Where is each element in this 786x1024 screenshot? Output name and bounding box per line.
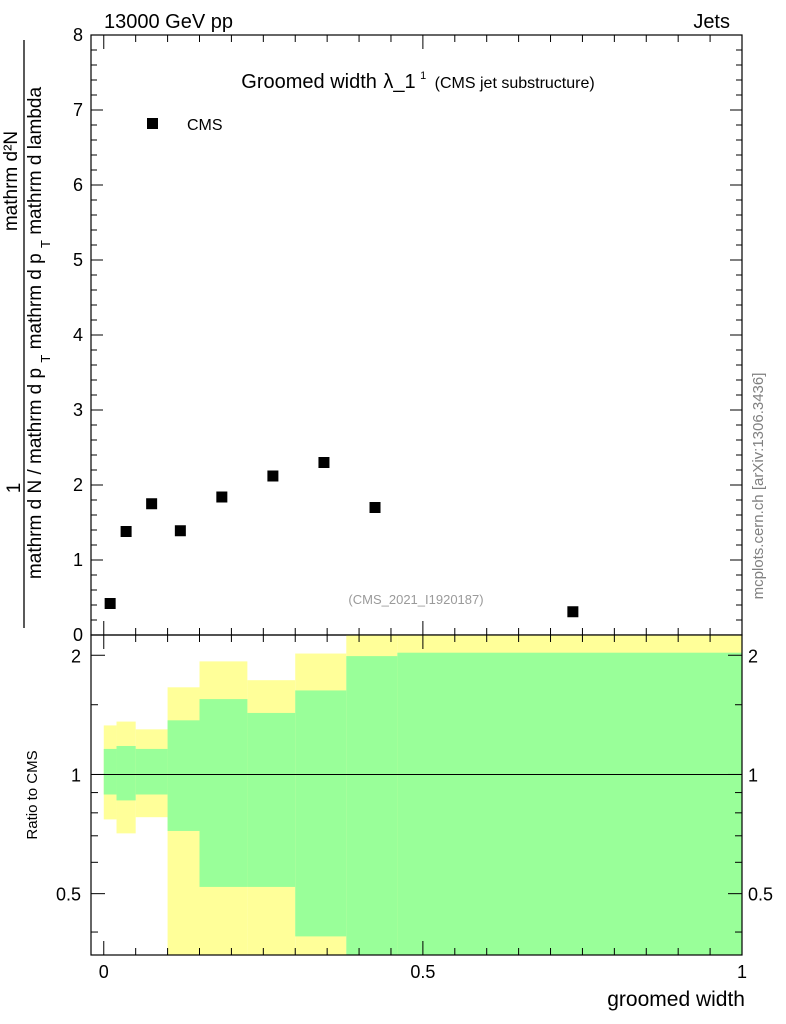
- data-point: [318, 457, 330, 468]
- ratio-bands: [103, 635, 742, 955]
- main-y-tick-label: 8: [73, 25, 83, 45]
- y-label-denominator: mathrm d N / mathrm d p T mathrm d p T m…: [25, 87, 55, 580]
- x-axis-label: groomed width: [607, 988, 745, 1011]
- side-label: mcplots.cern.ch [arXiv:1306.3436]: [750, 373, 767, 600]
- ratio-band-inner-bin: [103, 748, 117, 795]
- main-y-tick-label: 1: [73, 550, 83, 570]
- data-point: [146, 498, 158, 510]
- data-point: [567, 606, 579, 618]
- ratio-y-tick-label-right: 0.5: [748, 885, 773, 905]
- ratio-band-inner-bin: [247, 712, 296, 887]
- main-y-tick-label: 5: [73, 250, 83, 270]
- x-tick-label: 0.5: [410, 962, 435, 982]
- ratio-band-inner-bin: [346, 656, 398, 955]
- plot-title-symbol: λ_1: [383, 71, 415, 93]
- main-y-tick-label: 6: [73, 175, 83, 195]
- main-y-tick-label: 4: [73, 325, 83, 345]
- ratio-y-tick-label: 2: [71, 646, 81, 666]
- ratio-band-inner-bin: [167, 720, 200, 831]
- main-y-tick-label: 7: [73, 100, 83, 120]
- ratio-y-tick-label-right: 1: [748, 765, 758, 785]
- data-point: [174, 525, 186, 537]
- plot-title: Groomed width λ_1 1 (CMS jet substructur…: [241, 66, 594, 93]
- main-y-tick-label: 3: [73, 400, 83, 420]
- y-label-prefix: 1: [4, 483, 25, 494]
- main-y-axis-label: 1 mathrm d²N mathrm d N / mathrm d p T m…: [1, 40, 55, 628]
- energy-label: 13000 GeV pp: [104, 11, 233, 33]
- ratio-plot: 0 0.5 1 0.5 0.5 1 1 2 2 Ratio to CMS: [24, 634, 773, 982]
- ratio-y-tick-label: 0.5: [56, 885, 81, 905]
- legend-marker: [147, 118, 158, 129]
- x-tick-label: 1: [737, 962, 747, 982]
- ratio-y-tick-label: 1: [71, 765, 81, 785]
- y-label-den-part1: mathrm d N / mathrm d p: [25, 368, 46, 579]
- ratio-plot-frame: [90, 634, 743, 956]
- y-label-den-part3: mathrm d lambda: [25, 87, 46, 235]
- ratio-y-tick-label-right: 2: [748, 646, 758, 666]
- main-plot: 0 1 2 3 4 5 6 7 8 Groomed width λ_1 1 (CMS jet s…: [73, 25, 743, 645]
- ratio-band-inner-bin: [199, 699, 248, 887]
- ratio-band-inner-bin: [116, 745, 136, 801]
- ratio-band-inner-bin: [397, 652, 742, 955]
- main-y-tick-label: 0: [73, 625, 83, 645]
- ratio-band-inner-bin: [295, 690, 347, 937]
- data-point: [120, 526, 132, 537]
- analysis-id: (CMS_2021_I1920187): [348, 592, 483, 607]
- cms-data-points: [104, 457, 579, 618]
- main-y-tick-label: 2: [73, 475, 83, 495]
- plot-title-superscript: 1: [420, 70, 426, 82]
- data-point: [216, 491, 228, 503]
- ratio-y-label: Ratio to CMS: [24, 750, 41, 839]
- data-point: [104, 598, 116, 609]
- y-label-den-part2: mathrm d p: [25, 253, 46, 349]
- main-y-ticks: 0 1 2 3 4 5 6 7 8: [73, 25, 742, 645]
- x-tick-label: 0: [99, 962, 109, 982]
- ratio-band-inner-bin: [135, 748, 168, 795]
- legend-label: CMS: [187, 117, 223, 134]
- data-point: [267, 470, 279, 482]
- data-point: [369, 502, 381, 513]
- process-label: Jets: [693, 11, 730, 33]
- plot-subtitle: (CMS jet substructure): [435, 75, 595, 92]
- ratio-ticks: 0 0.5 1 0.5 0.5 1 1 2 2: [56, 635, 773, 982]
- y-label-den-sub2: T: [38, 240, 53, 248]
- y-label-numerator: mathrm d²N: [1, 131, 22, 231]
- plot-title-text: Groomed width: [241, 71, 377, 93]
- y-label-den-sub1: T: [38, 355, 53, 363]
